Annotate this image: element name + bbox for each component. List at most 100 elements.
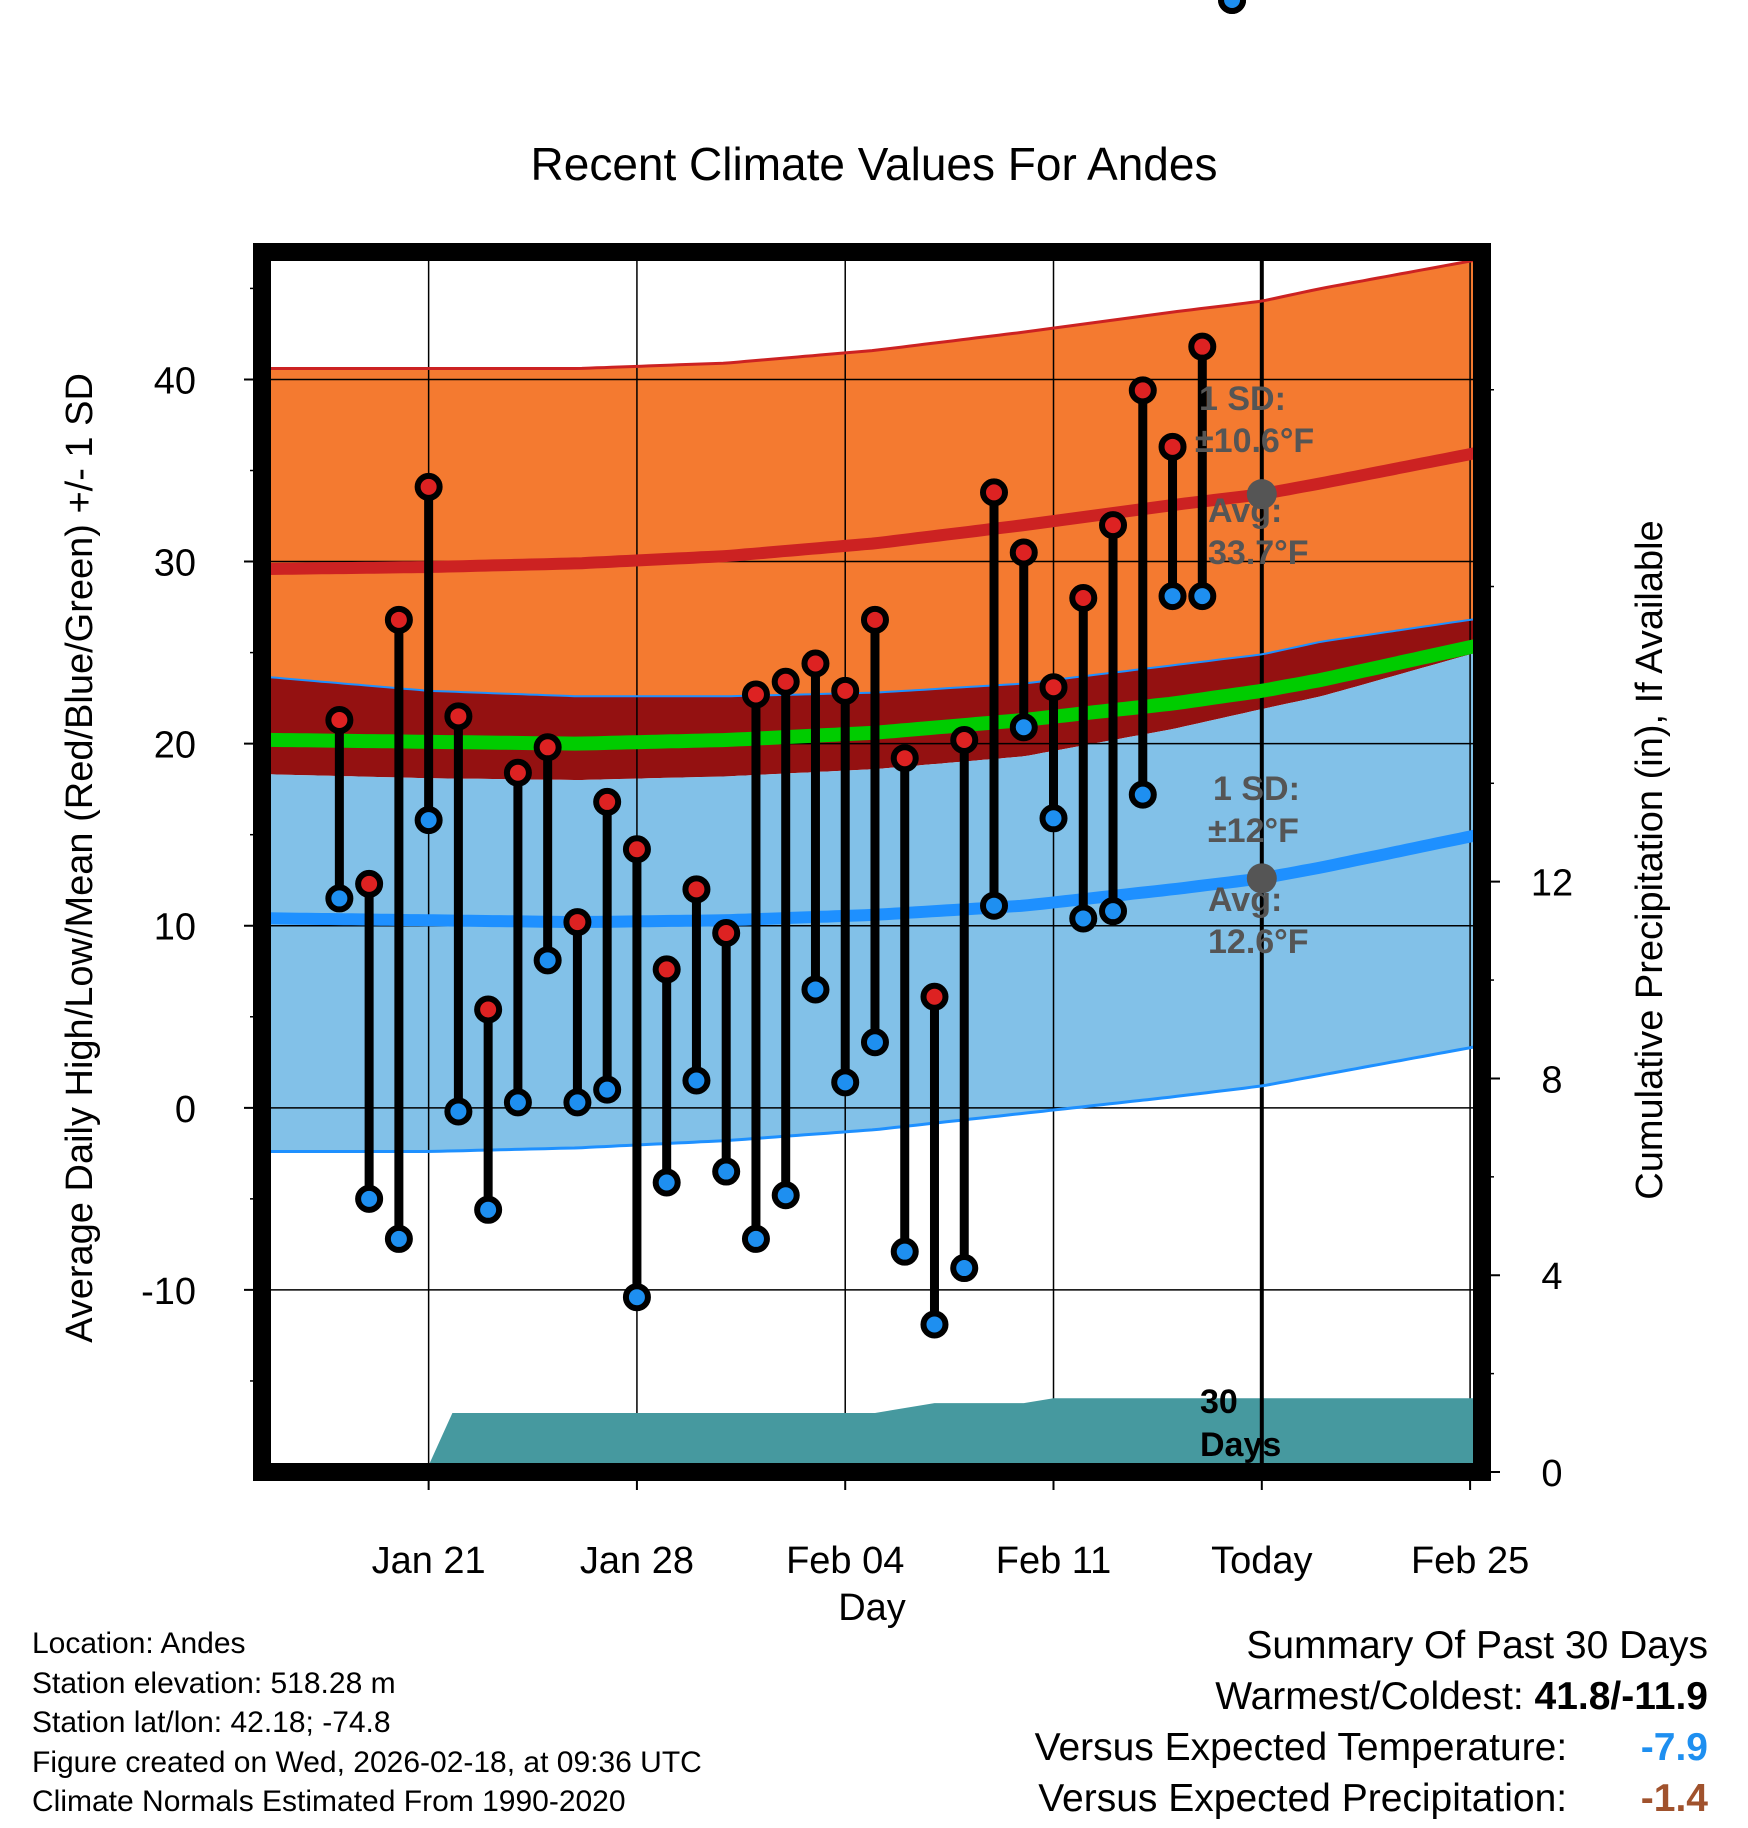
low-point bbox=[444, 1097, 473, 1126]
x-axis-label: Day bbox=[838, 1587, 906, 1629]
high-point bbox=[414, 472, 443, 501]
info-elevation: Station elevation: 518.28 m bbox=[32, 1666, 396, 1700]
info-latlon: Station lat/lon: 42.18; -74.8 bbox=[32, 1706, 391, 1739]
x-tick-label: Feb 04 bbox=[786, 1540, 904, 1582]
high-point bbox=[1188, 332, 1217, 361]
summary-temp-value: -7.9 bbox=[1640, 1726, 1708, 1769]
low-avg-value: 12.6°F bbox=[1208, 923, 1309, 961]
high-point bbox=[1009, 538, 1038, 567]
low-avg-label: Avg: bbox=[1208, 881, 1282, 919]
x-tick-label: Today bbox=[1211, 1540, 1312, 1582]
y-tick-label: 20 bbox=[154, 725, 196, 767]
low-point bbox=[860, 1028, 889, 1057]
low-point bbox=[890, 1237, 919, 1266]
low-point bbox=[1009, 713, 1038, 742]
days-label-number: 30 bbox=[1200, 1383, 1238, 1421]
high-point bbox=[325, 705, 354, 734]
low-point bbox=[533, 946, 562, 975]
low-point bbox=[474, 1195, 503, 1224]
y-tick-label: 30 bbox=[154, 543, 196, 585]
low-lower-line bbox=[262, 1044, 1482, 1153]
high-point bbox=[950, 726, 979, 754]
info-normals: Climate Normals Estimated From 1990-2020 bbox=[32, 1785, 626, 1818]
y-tick-label: 0 bbox=[175, 1089, 196, 1131]
x-tick-label: Feb 11 bbox=[996, 1540, 1111, 1582]
low-point bbox=[652, 1168, 681, 1197]
high-avg-marker bbox=[1246, 479, 1277, 510]
high-point bbox=[384, 605, 413, 634]
y2-tick-label: 8 bbox=[1541, 1059, 1562, 1101]
high-point bbox=[563, 908, 592, 937]
summary-title: Summary Of Past 30 Days bbox=[1246, 1624, 1708, 1667]
low-sd-label: 1 SD: bbox=[1213, 770, 1300, 808]
low-point bbox=[712, 1157, 741, 1186]
low-point bbox=[1039, 804, 1068, 833]
summary-warm-cold-label: Warmest/Coldest: bbox=[1215, 1675, 1524, 1718]
station-info: Location: Andes Station elevation: 518.2… bbox=[32, 1624, 702, 1822]
low-sd-value: ±12°F bbox=[1208, 812, 1299, 850]
y2-axis-label: Cumulative Precipitation (in), If Availa… bbox=[1629, 520, 1671, 1199]
summary-temp-label: Versus Expected Temperature: bbox=[1034, 1726, 1568, 1769]
high-point bbox=[474, 995, 503, 1024]
high-point bbox=[980, 478, 1008, 507]
chart-title: Recent Climate Values For Andes bbox=[531, 138, 1218, 190]
summary-precip: Versus Expected Precipitation: -1.4 bbox=[1035, 1773, 1708, 1824]
x-tick-label: Jan 21 bbox=[372, 1540, 486, 1582]
x-tick-label: Feb 25 bbox=[1411, 1540, 1529, 1582]
x-tick-label: Jan 28 bbox=[580, 1540, 694, 1582]
high-point bbox=[801, 649, 830, 678]
precip-area bbox=[279, 1398, 1482, 1472]
summary-temp: Versus Expected Temperature: -7.9 bbox=[1035, 1722, 1708, 1773]
low-point bbox=[920, 1310, 949, 1339]
high-point bbox=[712, 919, 741, 948]
high-point bbox=[1158, 432, 1187, 461]
low-point bbox=[682, 1066, 711, 1095]
summary-precip-label: Versus Expected Precipitation: bbox=[1038, 1777, 1568, 1820]
low-point bbox=[1218, 0, 1247, 14]
low-point bbox=[1158, 582, 1187, 611]
low-point bbox=[414, 806, 443, 835]
high-point bbox=[533, 733, 562, 762]
low-point bbox=[741, 1224, 770, 1253]
high-point bbox=[593, 787, 622, 816]
low-point bbox=[1069, 904, 1098, 933]
y-axis-label: Average Daily High/Low/Mean (Red/Blue/Gr… bbox=[59, 373, 101, 1343]
high-point bbox=[503, 758, 532, 787]
low-point bbox=[980, 891, 1008, 920]
low-point bbox=[622, 1283, 651, 1312]
low-point bbox=[1188, 582, 1217, 611]
high-point bbox=[831, 676, 860, 705]
low-point bbox=[831, 1068, 860, 1097]
summary-panel: Summary Of Past 30 Days Warmest/Coldest:… bbox=[1035, 1620, 1708, 1824]
days-label-text: Days bbox=[1200, 1426, 1281, 1464]
low-point bbox=[325, 884, 354, 913]
low-avg-marker bbox=[1246, 863, 1277, 894]
high-point bbox=[682, 875, 711, 904]
low-point bbox=[1128, 780, 1157, 809]
high-point bbox=[444, 702, 473, 731]
low-point bbox=[384, 1224, 413, 1253]
high-avg-line bbox=[262, 445, 1482, 576]
y-tick-label: 40 bbox=[154, 360, 196, 402]
high-upper-line bbox=[262, 257, 1482, 370]
summary-warm-cold: Warmest/Coldest: 41.8/-11.9 bbox=[1035, 1671, 1708, 1722]
y-tick-label: -10 bbox=[141, 1271, 196, 1313]
y-tick-label: 10 bbox=[154, 907, 196, 949]
high-point bbox=[920, 982, 949, 1011]
high-point bbox=[1099, 511, 1128, 540]
info-location: Location: Andes bbox=[32, 1627, 246, 1660]
high-point bbox=[652, 955, 681, 984]
high-sd-label: 1 SD: bbox=[1199, 380, 1286, 418]
high-point bbox=[355, 869, 384, 898]
high-point bbox=[1128, 376, 1157, 405]
low-point bbox=[563, 1088, 592, 1117]
plot-frame bbox=[253, 243, 1491, 1481]
high-sd-value: ±10.6°F bbox=[1195, 422, 1314, 460]
y2-tick-label: 0 bbox=[1541, 1453, 1562, 1495]
y2-tick-label: 12 bbox=[1531, 863, 1573, 905]
high-point bbox=[771, 667, 800, 696]
low-point bbox=[355, 1184, 384, 1213]
high-point bbox=[622, 835, 651, 864]
low-point bbox=[1099, 897, 1128, 926]
